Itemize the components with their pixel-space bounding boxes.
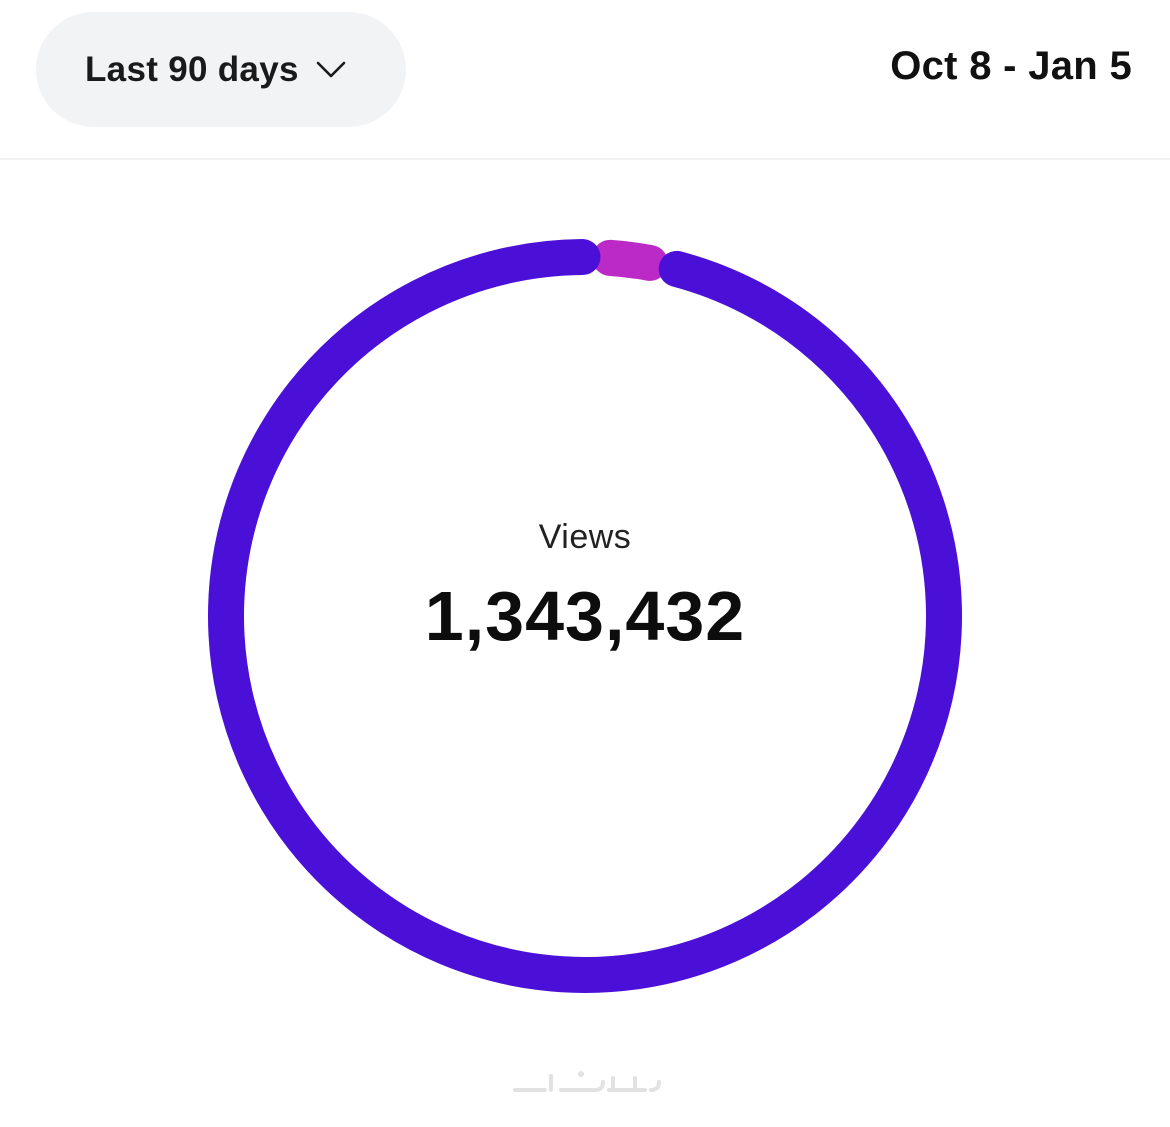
- metric-value: 1,343,432: [424, 577, 746, 655]
- donut-segment-secondary[interactable]: [592, 239, 668, 281]
- date-range-text: Oct 8 - Jan 5: [890, 44, 1132, 88]
- date-range-selector[interactable]: Last 90 days: [36, 12, 406, 127]
- watermark-logo-mark: [513, 1071, 661, 1092]
- watermark-logo: [485, 1062, 685, 1110]
- metric-label: Views: [538, 518, 632, 556]
- header: Last 90 days Oct 8 - Jan 5: [0, 0, 1170, 160]
- chevron-down-icon: [316, 61, 346, 77]
- donut-segment-primary[interactable]: [208, 239, 962, 993]
- date-range-selector-label: Last 90 days: [85, 49, 299, 89]
